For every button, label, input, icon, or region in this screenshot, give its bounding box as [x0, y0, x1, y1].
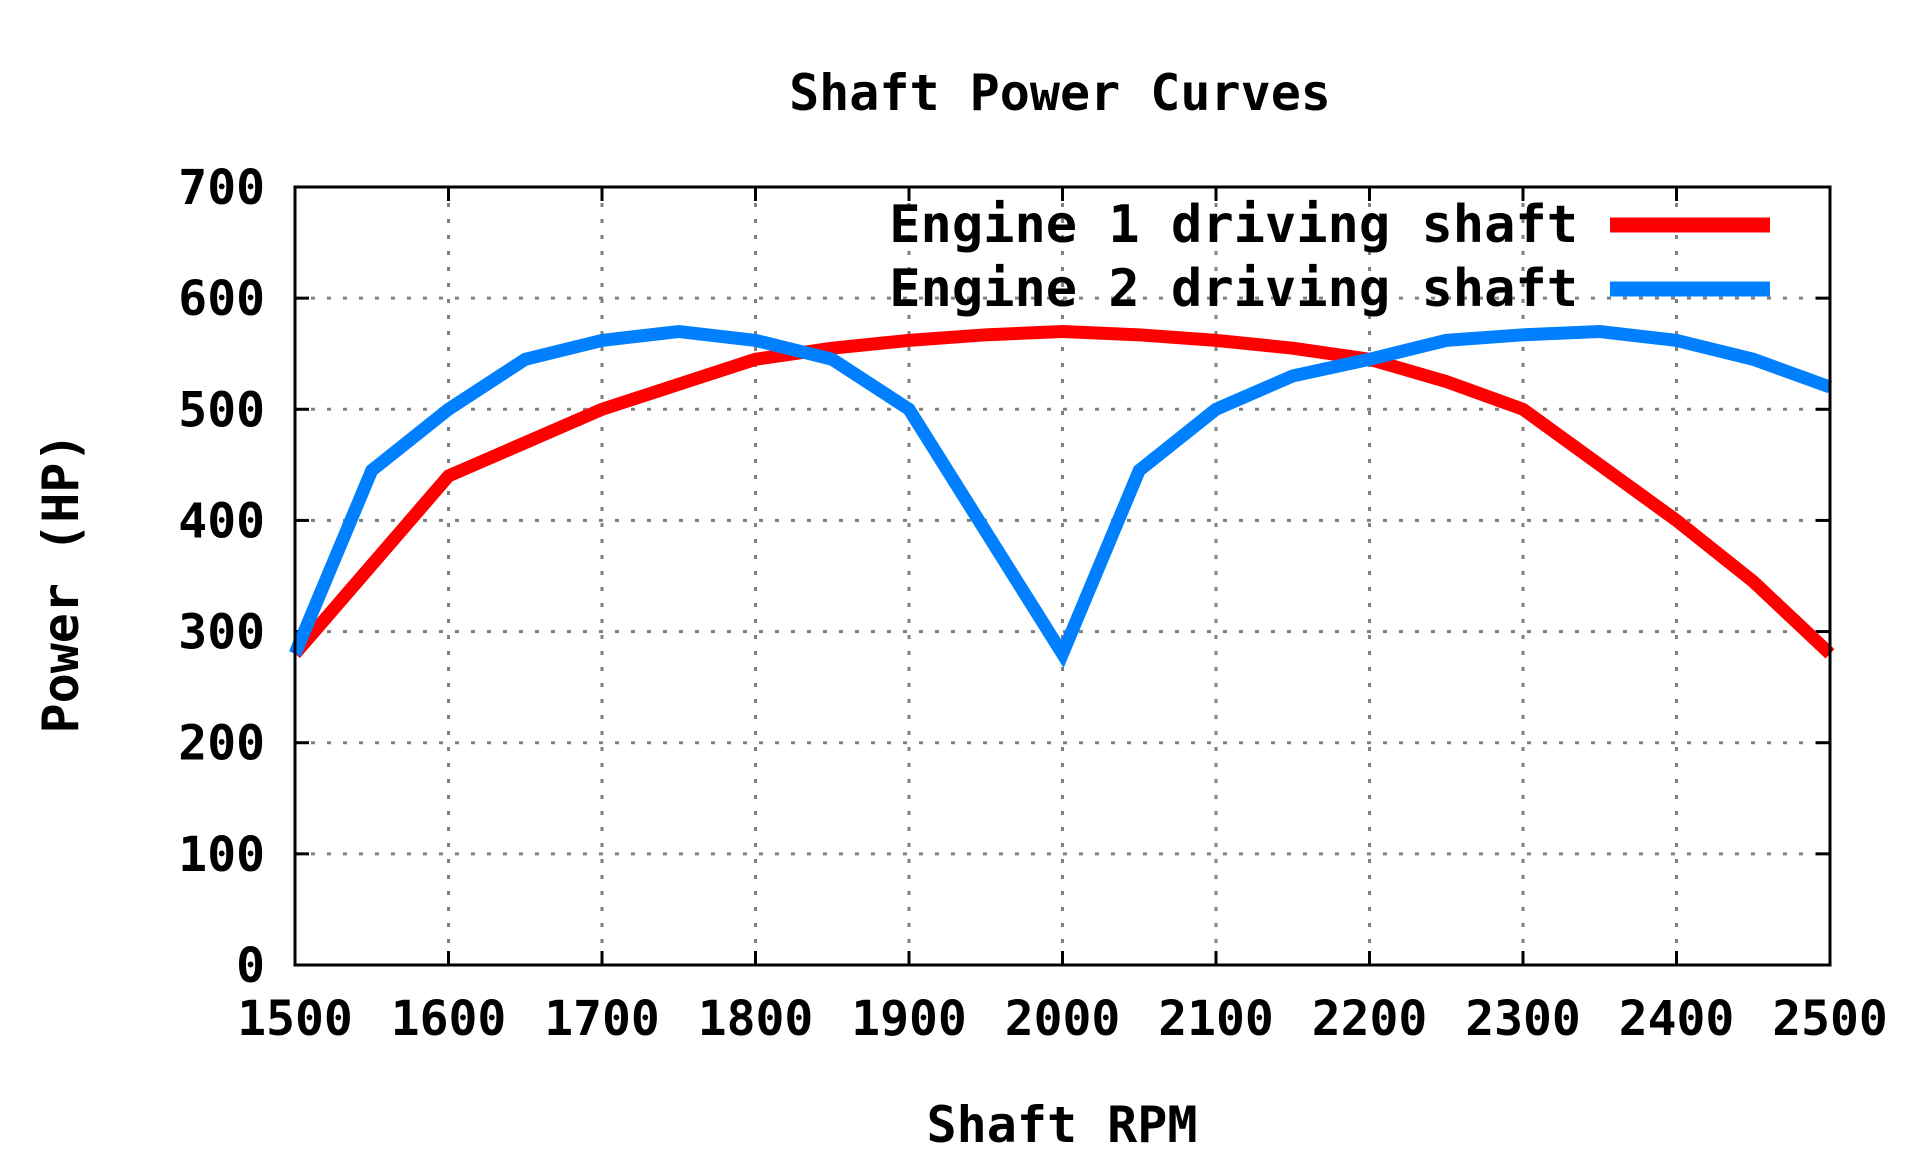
x-tick-label: 2100 — [1158, 991, 1274, 1047]
x-tick-label: 2200 — [1312, 991, 1428, 1047]
y-tick-label: 200 — [178, 716, 265, 772]
y-tick-label: 0 — [236, 938, 265, 994]
x-tick-label: 2400 — [1619, 991, 1735, 1047]
grid-lines — [295, 187, 1830, 965]
y-axis-label: Power (HP) — [32, 432, 90, 733]
y-tick-label: 300 — [178, 605, 265, 661]
legend-label-engine-2: Engine 2 driving shaft — [889, 259, 1578, 319]
chart-title: Shaft Power Curves — [789, 64, 1331, 122]
y-tick-label: 400 — [178, 493, 265, 549]
x-tick-label: 2500 — [1772, 991, 1888, 1047]
y-tick-label: 500 — [178, 382, 265, 438]
x-tick-label: 1600 — [391, 991, 507, 1047]
x-tick-label: 1700 — [544, 991, 660, 1047]
x-tick-label: 1500 — [237, 991, 353, 1047]
y-tick-label: 600 — [178, 271, 265, 327]
x-tick-label: 2300 — [1465, 991, 1581, 1047]
x-axis-label: Shaft RPM — [927, 1096, 1198, 1152]
series-lines — [289, 324, 1835, 668]
axis-ticks: 1500 1600 1700 1800 1900 2000 2100 2200 2300 2400… — [178, 160, 1888, 1047]
y-tick-label: 100 — [178, 827, 265, 883]
series-line-engine-1 — [290, 324, 1835, 659]
legend-label-engine-1: Engine 1 driving shaft — [889, 195, 1578, 255]
series-line-engine-2 — [289, 324, 1833, 668]
plot-frame — [293, 185, 1832, 967]
x-tick-label: 2000 — [1005, 991, 1121, 1047]
x-tick-label: 1900 — [851, 991, 967, 1047]
x-tick-label: 1800 — [698, 991, 814, 1047]
y-tick-label: 700 — [178, 160, 265, 216]
